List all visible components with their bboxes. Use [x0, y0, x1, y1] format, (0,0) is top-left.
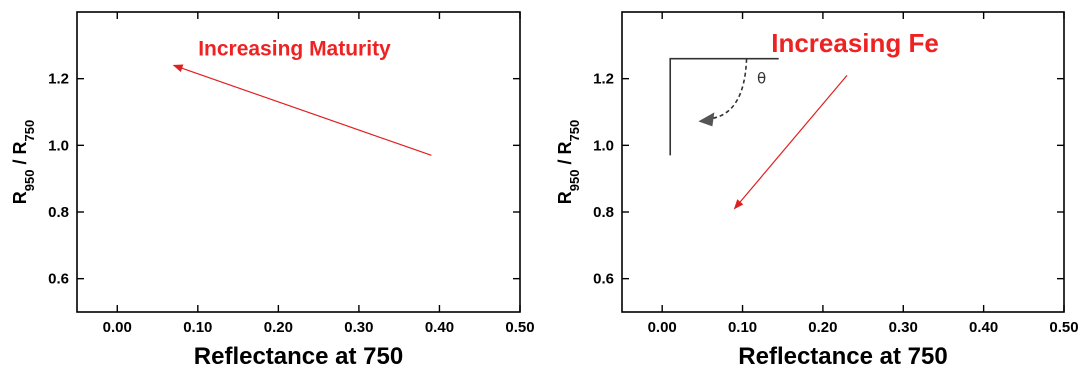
plot-frame: [621, 11, 1065, 313]
x-tick-label: 0.40: [425, 319, 454, 336]
angle-arrowhead: [698, 112, 715, 127]
chart-1: 0.00 0.10 0.20 0.30 0.40 0.50 0.6 0.8 1.0 1.2 Refl…: [10, 11, 535, 370]
trend-arrow: [733, 74, 848, 210]
y-axis-label: R950 / R750: [555, 120, 582, 204]
x-axis-label: Reflectance at 750: [194, 343, 403, 370]
annotation-text: Increasing Fe: [771, 28, 939, 58]
y-tick-label: 1.0: [593, 137, 614, 154]
y-tick-label: 0.6: [48, 271, 69, 288]
y-axis-label: R950 / R750: [10, 120, 37, 204]
annotation-text: Increasing Maturity: [198, 37, 391, 60]
inset-axes: [669, 57, 779, 156]
x-tick-label: 0.50: [1049, 319, 1078, 336]
y-tick-label: 1.0: [48, 137, 69, 154]
trend-arrow: [172, 64, 432, 156]
x-tick-label: 0.40: [969, 319, 998, 336]
x-tick-label: 0.30: [889, 319, 918, 336]
x-tick-label: 0.00: [648, 319, 677, 336]
y-tick-label: 1.2: [593, 71, 614, 88]
x-tick-label: 0.10: [183, 319, 212, 336]
x-tick-label: 0.20: [808, 319, 837, 336]
angle-arc: [712, 58, 748, 120]
x-tick-label: 0.20: [264, 319, 293, 336]
x-tick-label: 0.50: [505, 319, 534, 336]
y-tick-label: 0.6: [593, 271, 614, 288]
plot-frame: [76, 11, 521, 313]
x-axis-label: Reflectance at 750: [738, 343, 947, 370]
y-tick-label: 1.2: [48, 71, 69, 88]
y-tick-label: 0.8: [593, 204, 614, 221]
angle-inset-diagram: θ: [669, 57, 779, 156]
y-tick-label: 0.8: [48, 204, 69, 221]
theta-label: θ: [757, 70, 766, 88]
x-tick-label: 0.00: [103, 319, 132, 336]
x-tick-label: 0.10: [728, 319, 757, 336]
x-tick-label: 0.30: [344, 319, 373, 336]
chart-2: 0.00 0.10 0.20 0.30 0.40 0.50 0.6 0.8 1.0 1.2 Refl…: [555, 11, 1079, 370]
